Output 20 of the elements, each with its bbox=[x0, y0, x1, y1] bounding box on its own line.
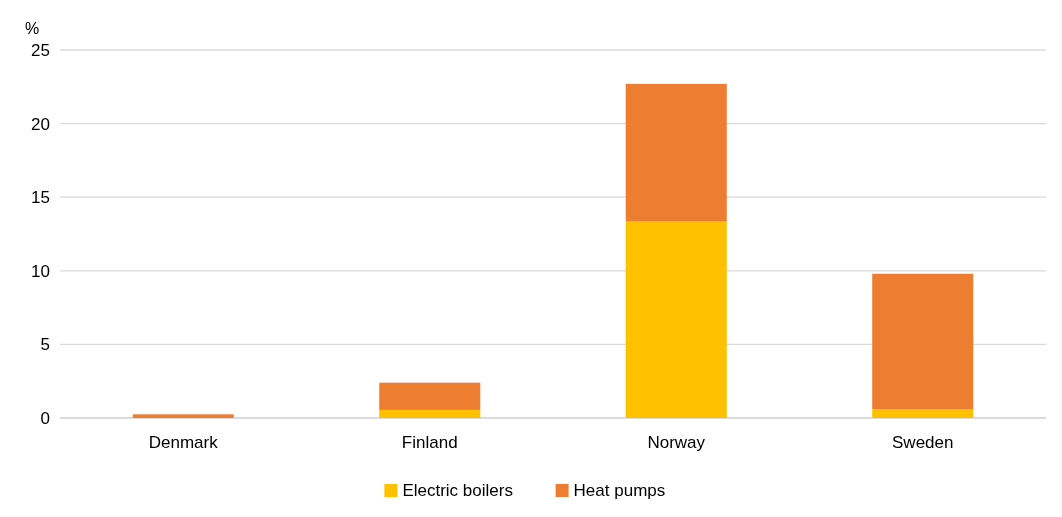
x-tick-label: Norway bbox=[647, 433, 706, 452]
bar bbox=[379, 382, 481, 410]
x-tick-label: Finland bbox=[401, 433, 458, 452]
bar bbox=[132, 414, 234, 418]
y-tick-label: 25 bbox=[31, 40, 50, 60]
y-tick-label: 5 bbox=[40, 335, 50, 355]
bar bbox=[872, 409, 974, 418]
y-tick-label: 10 bbox=[31, 261, 50, 281]
legend-label: Heat pumps bbox=[573, 481, 666, 501]
legend-label: Electric boilers bbox=[402, 481, 513, 501]
y-axis-title: % bbox=[24, 20, 40, 37]
bar bbox=[872, 273, 974, 410]
x-tick-label: Sweden bbox=[892, 433, 954, 452]
y-tick-label: 15 bbox=[31, 188, 50, 208]
y-tick-label: 0 bbox=[40, 408, 50, 428]
y-tick-label: 20 bbox=[31, 114, 50, 134]
bar bbox=[625, 221, 727, 418]
bar bbox=[379, 409, 481, 418]
bar bbox=[625, 83, 727, 222]
x-tick-label: Denmark bbox=[148, 433, 219, 452]
